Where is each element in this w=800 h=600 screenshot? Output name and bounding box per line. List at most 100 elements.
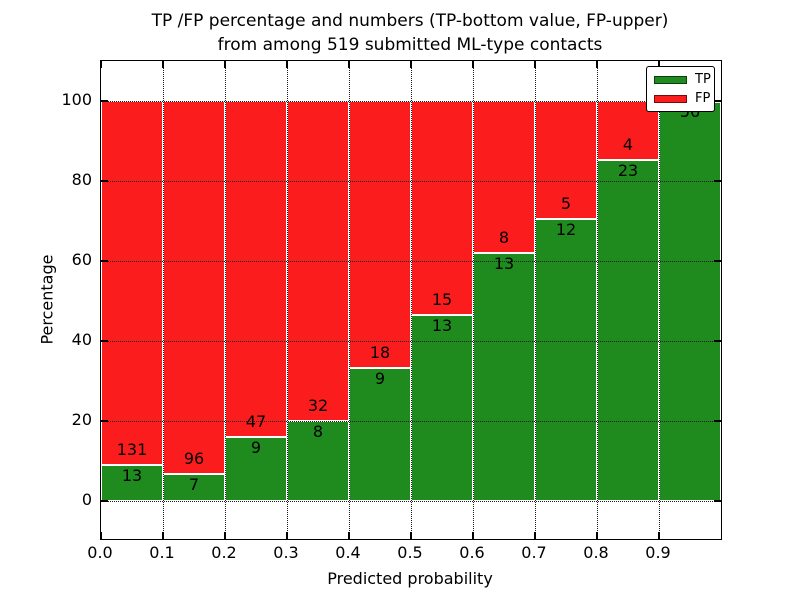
x-axis-label: Predicted probability [327,569,493,588]
fp-count-label: 18 [369,342,391,362]
x-tick-top [596,61,598,68]
vertical-gridline [163,61,164,539]
y-tick-right [714,500,721,502]
chart-title-line2: from among 519 submitted ML-type contact… [217,35,603,55]
bar-fp-segment [349,101,411,368]
legend-label-tp: TP [695,71,711,87]
bar-tp-segment [101,464,163,501]
bar-tp-segment [411,315,473,501]
x-tick-label: 0.0 [87,543,113,562]
horizontal-gridline [101,341,721,342]
vertical-gridline [411,61,412,539]
legend-item-tp: TP [654,71,714,87]
legend-item-fp: FP [654,90,714,106]
plot-area: 131139674793281891513813512423056 [100,60,722,540]
chart-title: TP /FP percentage and numbers (TP-bottom… [100,9,720,57]
tp-count-label: 13 [431,316,453,336]
bar-fp-segment [411,101,473,316]
x-tick-bottom [534,532,536,539]
y-tick-label: 80 [71,170,92,189]
fp-swatch-icon [654,94,687,103]
tp-count-label: 12 [555,219,577,239]
bar-tp-segment [349,367,411,501]
fp-count-label: 96 [183,448,205,468]
x-tick-bottom [162,532,164,539]
vertical-gridline [349,61,350,539]
bar-tp-segment [597,160,659,501]
legend: TP FP [646,66,715,112]
vertical-gridline [535,61,536,539]
tp-count-label: 13 [493,254,515,274]
tp-count-label: 13 [121,465,143,485]
x-tick-bottom [348,532,350,539]
bar-fp-segment [163,101,225,474]
fp-count-label: 47 [245,411,267,431]
fp-count-label: 4 [622,135,634,155]
fp-count-label: 131 [116,439,148,459]
x-tick-label: 0.7 [521,543,547,562]
x-tick-bottom [224,532,226,539]
y-tick-label: 100 [61,90,92,109]
horizontal-gridline [101,261,721,262]
x-tick-top [224,61,226,68]
y-tick-left [101,340,108,342]
tp-count-label: 7 [188,474,200,494]
x-tick-top [534,61,536,68]
bar-tp-segment [535,218,597,501]
x-tick-label: 0.1 [149,543,175,562]
x-tick-bottom [286,532,288,539]
fp-count-label: 5 [560,193,572,213]
bar-tp-segment [163,473,225,501]
legend-label-fp: FP [695,90,711,106]
bar-fp-segment [101,101,163,465]
y-tick-left [101,100,108,102]
bar-tp-segment [659,101,721,501]
y-tick-left [101,260,108,262]
y-tick-label: 0 [81,490,92,509]
y-tick-right [714,260,721,262]
tp-swatch-icon [654,75,687,84]
y-tick-right [714,340,721,342]
x-tick-label: 0.8 [583,543,609,562]
vertical-gridline [287,61,288,539]
horizontal-gridline [101,421,721,422]
x-tick-label: 0.6 [459,543,485,562]
tp-count-label: 9 [374,368,386,388]
vertical-gridline [225,61,226,539]
fp-count-label: 15 [431,290,453,310]
vertical-gridline [597,61,598,539]
horizontal-gridline [101,501,721,502]
bar-tp-segment [287,421,349,501]
tp-count-label: 9 [250,437,262,457]
x-tick-bottom [658,532,660,539]
y-tick-label: 40 [71,330,92,349]
x-tick-top [286,61,288,68]
x-tick-bottom [100,532,102,539]
x-tick-label: 0.4 [335,543,361,562]
x-tick-top [162,61,164,68]
x-tick-bottom [472,532,474,539]
y-tick-label: 20 [71,410,92,429]
tp-count-label: 8 [312,422,324,441]
chart-title-line1: TP /FP percentage and numbers (TP-bottom… [151,11,669,31]
fp-count-label: 8 [498,228,510,248]
y-axis-label: Percentage [37,254,57,345]
y-tick-right [714,100,721,102]
bar-fp-segment [225,101,287,437]
y-tick-left [101,500,108,502]
bar-tp-segment [473,253,535,501]
x-tick-top [472,61,474,68]
y-tick-left [101,180,108,182]
x-tick-top [348,61,350,68]
x-tick-bottom [596,532,598,539]
x-tick-label: 0.2 [211,543,237,562]
x-tick-label: 0.3 [273,543,299,562]
horizontal-gridline [101,181,721,182]
vertical-gridline [473,61,474,539]
horizontal-gridline [101,101,721,102]
y-tick-right [714,180,721,182]
x-tick-top [100,61,102,68]
y-tick-left [101,420,108,422]
fp-count-label: 32 [307,396,329,415]
